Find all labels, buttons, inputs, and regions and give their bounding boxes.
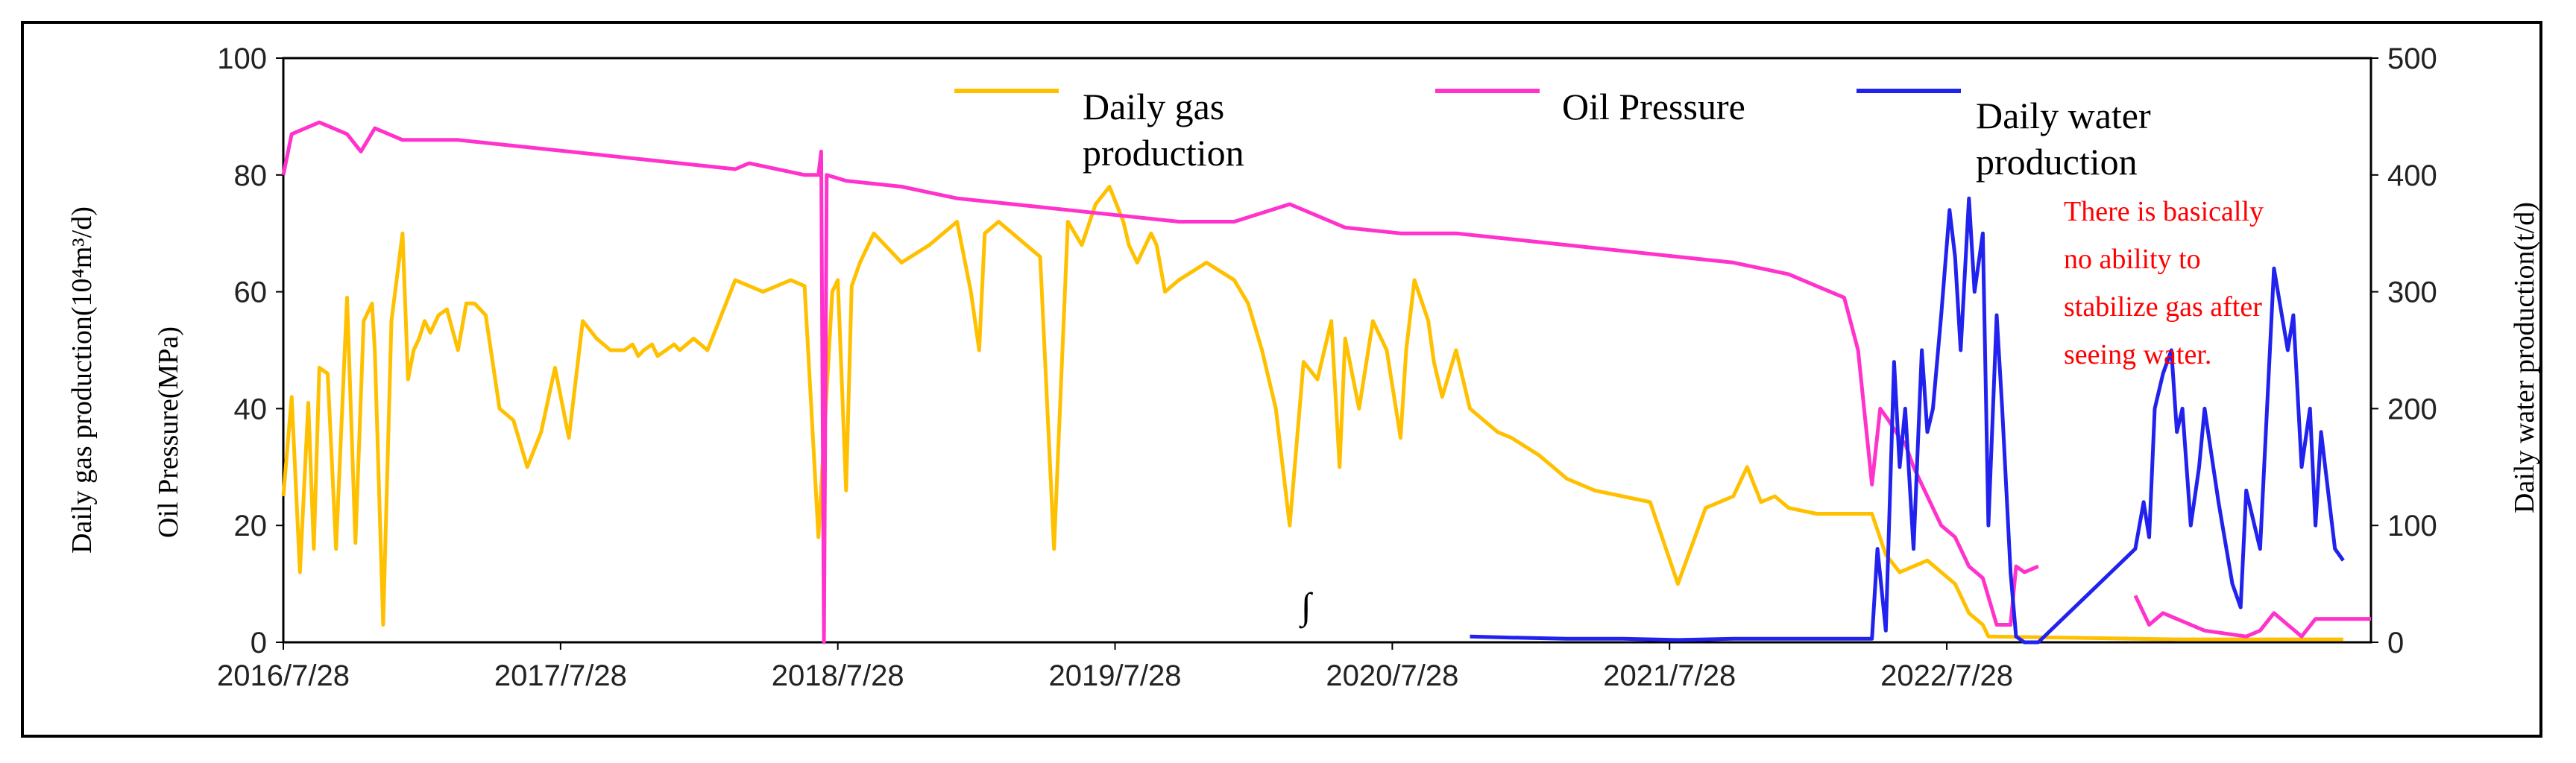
y-axis-title-water: Daily water production(t/d) [2509,202,2540,513]
right-tick-label: 400 [2387,159,2437,192]
legend-label: production [1976,141,2138,183]
left-axis-ticks: 0 20 40 60 80 100 [217,42,283,659]
right-tick-label: 100 [2387,510,2437,542]
right-tick-label: 0 [2387,627,2404,659]
x-tick-label: 2016/7/28 [217,659,350,692]
x-axis-ticks: 2016/7/28 2017/7/28 2018/7/28 2019/7/28 2020… [217,642,2013,692]
x-tick-label: 2020/7/28 [1326,659,1458,692]
left-tick-label: 0 [251,627,267,659]
annotation-line-4: seeing water. [2064,339,2211,370]
annotation-line-3: stabilize gas after [2064,291,2262,323]
legend: Daily gas production Oil Pressure Daily wat… [954,86,2151,183]
legend-label: Daily water [1976,95,2151,136]
right-tick-label: 200 [2387,393,2437,425]
series-line-oil-pressure [281,120,2371,645]
y-axis-title-gas: Daily gas production(10⁴m³/d) [66,206,98,554]
series-line-daily-gas-production [281,185,2343,642]
x-tick-label: 2017/7/28 [494,659,627,692]
x-tick-label: 2021/7/28 [1603,659,1736,692]
left-tick-label: 80 [234,159,268,192]
left-tick-label: 40 [234,393,268,425]
chart-frame [21,21,2542,738]
right-tick-label: 500 [2387,42,2437,75]
y-axis-title-pressure: Oil Pressure(MPa) [153,326,184,538]
left-tick-label: 20 [234,510,268,542]
x-tick-label: 2018/7/28 [772,659,904,692]
series-line-daily-water-production [1470,196,2345,645]
right-axis-ticks: 0 100 200 300 400 500 [2371,42,2437,659]
annotation: There is basically no ability to stabili… [2064,196,2264,370]
legend-label: Daily gas [1083,86,1224,127]
x-tick-label: 2022/7/28 [1880,659,2013,692]
left-tick-label: 60 [234,276,268,309]
legend-label: production [1083,132,1244,174]
annotation-line-2: no ability to [2064,244,2201,275]
annotation-line-1: There is basically [2064,196,2264,227]
series-group [281,120,2371,645]
legend-label: Oil Pressure [1562,86,1745,127]
right-tick-label: 300 [2387,276,2437,309]
stray-mark: ∫ [1299,585,1314,629]
left-tick-label: 100 [217,42,267,75]
x-tick-label: 2019/7/28 [1049,659,1182,692]
plot-area [282,57,2372,644]
